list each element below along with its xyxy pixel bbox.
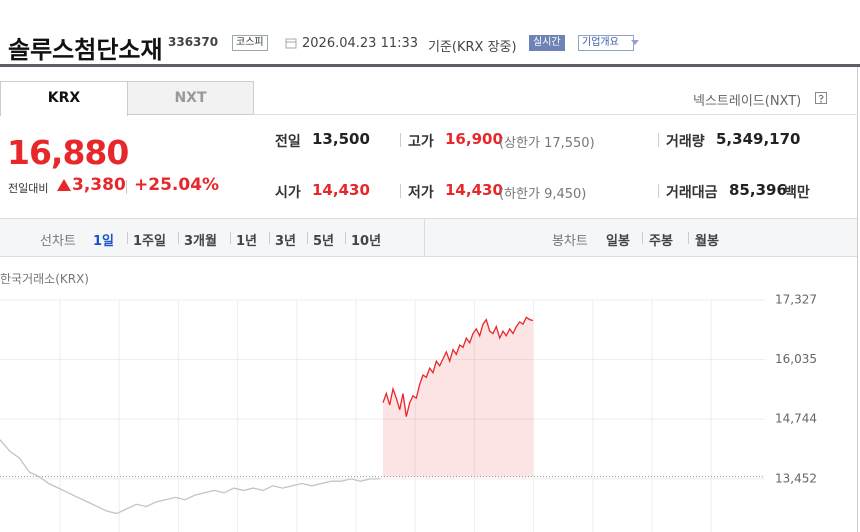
chart-tab-label: 봉차트: [552, 234, 588, 249]
realtime-button[interactable]: 실시간: [529, 35, 565, 51]
chart-period-tab[interactable]: 3년: [275, 234, 297, 249]
price-area: [383, 317, 533, 477]
separator: [178, 232, 179, 244]
chart-period-tab[interactable]: 5년: [313, 234, 335, 249]
stat-label: 거래량: [666, 134, 705, 150]
nxt-tab[interactable]: NXT: [127, 81, 254, 115]
stat-value: 13,500: [312, 130, 370, 148]
calendar-icon: [285, 38, 297, 49]
datetime: 2026.04.23 11:33: [302, 36, 419, 51]
header-rule: [0, 64, 860, 67]
stat-label: 시가: [275, 185, 301, 201]
separator: [642, 232, 643, 244]
stat-value: 85,396: [729, 181, 787, 199]
change-value: 3,380: [72, 175, 126, 195]
chart-source: 한국거래소(KRX): [0, 272, 89, 286]
separator: [400, 184, 401, 198]
stat-value: 14,430: [445, 181, 503, 199]
stat-label: 고가: [408, 134, 434, 150]
change-rate: +25.04%: [134, 175, 220, 195]
stat-label: 전일: [275, 134, 301, 150]
separator: [688, 232, 689, 244]
separator: [126, 180, 127, 194]
chart-period-tab[interactable]: 1일: [93, 234, 115, 249]
limit-price: (하한가 9,450): [499, 187, 587, 202]
separator: [345, 232, 346, 244]
stat-value: 16,900: [445, 130, 503, 148]
tab-rule: [253, 114, 858, 115]
separator: [424, 219, 425, 256]
company-button[interactable]: 기업개요: [578, 35, 634, 51]
y-tick-label: 17,327: [775, 292, 817, 306]
separator: [307, 232, 308, 244]
help-icon[interactable]: [815, 92, 827, 104]
chart-period-tab[interactable]: 10년: [351, 234, 382, 249]
separator: [658, 133, 659, 147]
change-label: 전일대비: [8, 182, 49, 195]
price-line: [0, 439, 380, 515]
chart-tab-bar: [0, 218, 857, 257]
y-tick-label: 16,035: [775, 352, 817, 366]
chart-candle-tab[interactable]: 월봉: [695, 234, 719, 249]
chart-period-tab[interactable]: 3개월: [184, 234, 217, 249]
y-tick-label: 14,744: [775, 412, 817, 426]
stat-unit: 백만: [784, 185, 810, 201]
stock-code: 336370: [168, 35, 219, 49]
chart-period-tab[interactable]: 1년: [236, 234, 258, 249]
market-badge: 코스피: [232, 35, 268, 51]
separator: [230, 232, 231, 244]
stat-value: 5,349,170: [716, 130, 801, 148]
price-line: [382, 316, 534, 417]
separator: [269, 232, 270, 244]
basis: 기준(KRX 장중): [428, 40, 517, 55]
chart-candle-tab[interactable]: 주봉: [649, 234, 673, 249]
stat-value: 14,430: [312, 181, 370, 199]
separator: [127, 232, 128, 244]
stat-label: 거래대금: [666, 185, 718, 201]
up-arrow: [57, 179, 71, 191]
separator: [400, 133, 401, 147]
y-tick-label: 13,452: [775, 471, 817, 485]
separator: [658, 184, 659, 198]
chart-tab-label: 선차트: [40, 234, 76, 249]
right-border: [857, 67, 858, 532]
limit-price: (상한가 17,550): [499, 136, 595, 151]
stock-name: 솔루스첨단소재: [8, 36, 163, 64]
chart-candle-tab[interactable]: 일봉: [606, 234, 630, 249]
chart-period-tab[interactable]: 1주일: [133, 234, 166, 249]
stat-label: 저가: [408, 185, 434, 201]
current-price: 16,880: [7, 133, 129, 172]
dropdown-icon: [631, 40, 639, 45]
nxt-link[interactable]: 넥스트레이드(NXT): [693, 94, 802, 109]
